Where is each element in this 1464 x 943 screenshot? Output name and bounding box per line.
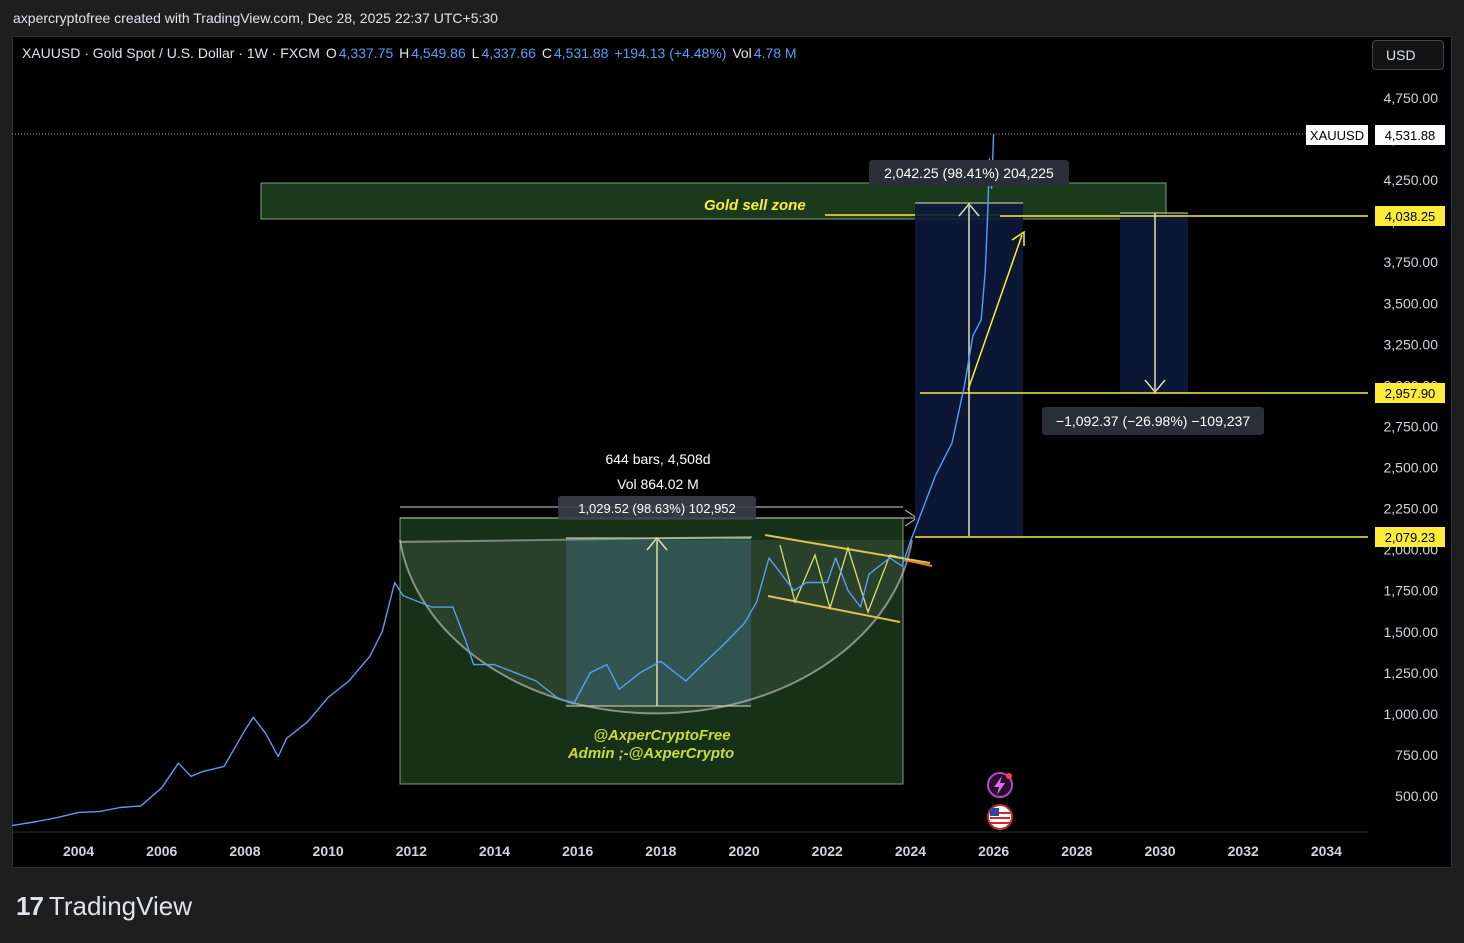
measure-bottom-text: −1,092.37 (−26.98%) −109,237 <box>1056 413 1250 429</box>
measure-top-badge <box>869 160 1069 186</box>
legend-low-label: L <box>471 45 480 61</box>
flag-lower-line <box>767 595 901 623</box>
time-axis-tick: 2004 <box>63 843 94 859</box>
sell-zone-label: Gold sell zone <box>704 197 806 214</box>
last-price-tag: 4,531.88 <box>1385 128 1436 143</box>
chart-credit: axpercryptofree created with TradingView… <box>13 10 498 26</box>
time-axis-tick: 2032 <box>1228 843 1259 859</box>
symbol-tag: XAUUSD <box>1310 128 1364 143</box>
time-axis: 2004 2006 2008 2010 2012 2014 2016 2018 2020 2022… <box>63 843 1342 859</box>
price-axis-tick: 1,000.00 <box>1384 706 1439 722</box>
price-axis-tick: 2,250.00 <box>1384 501 1439 517</box>
trend-arrowhead <box>1011 230 1025 246</box>
level-1-tag-bg <box>1375 206 1445 226</box>
event-flash-icon[interactable] <box>987 772 1013 798</box>
price-axis-tick: 3,750.00 <box>1384 254 1439 270</box>
level-3-tag-bg <box>1375 527 1445 547</box>
legend-open-label: O <box>325 45 337 61</box>
level-3-tag: 2,079.23 <box>1385 530 1436 545</box>
time-axis-tick: 2022 <box>812 843 843 859</box>
legend-high-label: H <box>399 45 410 61</box>
time-axis-tick: 2018 <box>645 843 676 859</box>
price-axis-tick: 3,250.00 <box>1384 336 1439 352</box>
cup-arc <box>399 539 913 715</box>
time-axis-tick: 2006 <box>146 843 177 859</box>
price-axis: 500.00 750.00 1,000.00 1,250.00 1,500.00 1,75… <box>1384 90 1439 804</box>
price-axis-tick: 500.00 <box>1395 788 1438 804</box>
last-price-tag-bg <box>1375 125 1445 145</box>
price-series-line <box>11 133 995 827</box>
measure-bottom-badge <box>1042 407 1264 435</box>
cup-measure-box <box>566 538 751 706</box>
time-axis-tick: 2024 <box>895 843 926 859</box>
time-axis-tick: 2010 <box>313 843 344 859</box>
price-axis-tick: 4,750.00 <box>1384 90 1439 106</box>
time-axis-tick: 2030 <box>1144 843 1175 859</box>
breakout-stub <box>904 559 933 567</box>
price-axis-tick: 1,500.00 <box>1384 624 1439 640</box>
measure-top-text: 2,042.25 (98.41%) 204,225 <box>884 165 1054 181</box>
time-axis-tick: 2028 <box>1061 843 1092 859</box>
price-axis-tick: 3,500.00 <box>1384 295 1439 311</box>
time-axis-tick: 2016 <box>562 843 593 859</box>
currency-button[interactable]: USD <box>1372 40 1444 70</box>
measure-cup-text: 1,029.52 (98.63%) 102,952 <box>578 501 736 516</box>
price-axis-tick: 2,750.00 <box>1384 418 1439 434</box>
legend-close-label: C <box>541 45 552 61</box>
trend-arrow <box>967 234 1023 391</box>
legend-low: 4,337.66 <box>481 45 536 61</box>
legend-vol-label: Vol <box>732 45 752 61</box>
legend-open: 4,337.75 <box>338 45 394 61</box>
symbol-tag-bg <box>1306 125 1368 145</box>
down-measure-arrowhead <box>1144 379 1166 394</box>
time-axis-tick: 2020 <box>728 843 759 859</box>
tradingview-wordmark: TradingView <box>48 890 192 921</box>
level-2-tag-bg <box>1375 383 1445 403</box>
symbol-legend: XAUUSD · Gold Spot / U.S. Dollar · 1W · … <box>22 45 799 61</box>
legend-vol: 4.78 M <box>753 45 797 61</box>
time-axis-tick: 2008 <box>229 843 260 859</box>
time-axis-tick: 2026 <box>978 843 1009 859</box>
up-measure-arrowhead <box>958 202 980 217</box>
legend-change: +194.13 (+4.48%) <box>614 45 727 61</box>
price-axis-tick: 1,250.00 <box>1384 665 1439 681</box>
us-flag-icon[interactable] <box>987 804 1013 830</box>
legend-symbol: XAUUSD · Gold Spot / U.S. Dollar · 1W · … <box>22 45 320 61</box>
down-measure-box <box>1120 213 1188 393</box>
flag-zigzag <box>779 544 911 614</box>
time-axis-tick: 2014 <box>479 843 510 859</box>
time-axis-tick: 2012 <box>396 843 427 859</box>
watermark-line-1: @AxperCryptoFree <box>593 727 730 744</box>
top-bar: axpercryptofree created with TradingView… <box>0 0 1464 36</box>
time-axis-tick: 2034 <box>1311 843 1342 859</box>
vol-info-text: Vol 864.02 M <box>617 476 699 492</box>
measure-cup-badge <box>558 496 756 520</box>
bars-info-text: 644 bars, 4,508d <box>605 451 710 467</box>
tradingview-logo-icon: 17 <box>16 890 44 921</box>
price-axis-tick: 750.00 <box>1395 747 1438 763</box>
legend-high: 4,549.86 <box>411 45 466 61</box>
price-axis-tick: 1,750.00 <box>1384 583 1439 599</box>
watermark-line-2: Admin ;-@AxperCrypto <box>567 745 734 762</box>
price-axis-tick: 2,500.00 <box>1384 460 1439 476</box>
footer-brand[interactable]: 17 TradingView <box>16 890 192 922</box>
cup-measure-arrowhead <box>646 536 668 551</box>
level-2-tag: 2,957.90 <box>1385 386 1436 401</box>
level-1-tag: 4,038.25 <box>1385 209 1436 224</box>
legend-close: 4,531.88 <box>553 45 609 61</box>
price-axis-tick: 4,250.00 <box>1384 172 1439 188</box>
